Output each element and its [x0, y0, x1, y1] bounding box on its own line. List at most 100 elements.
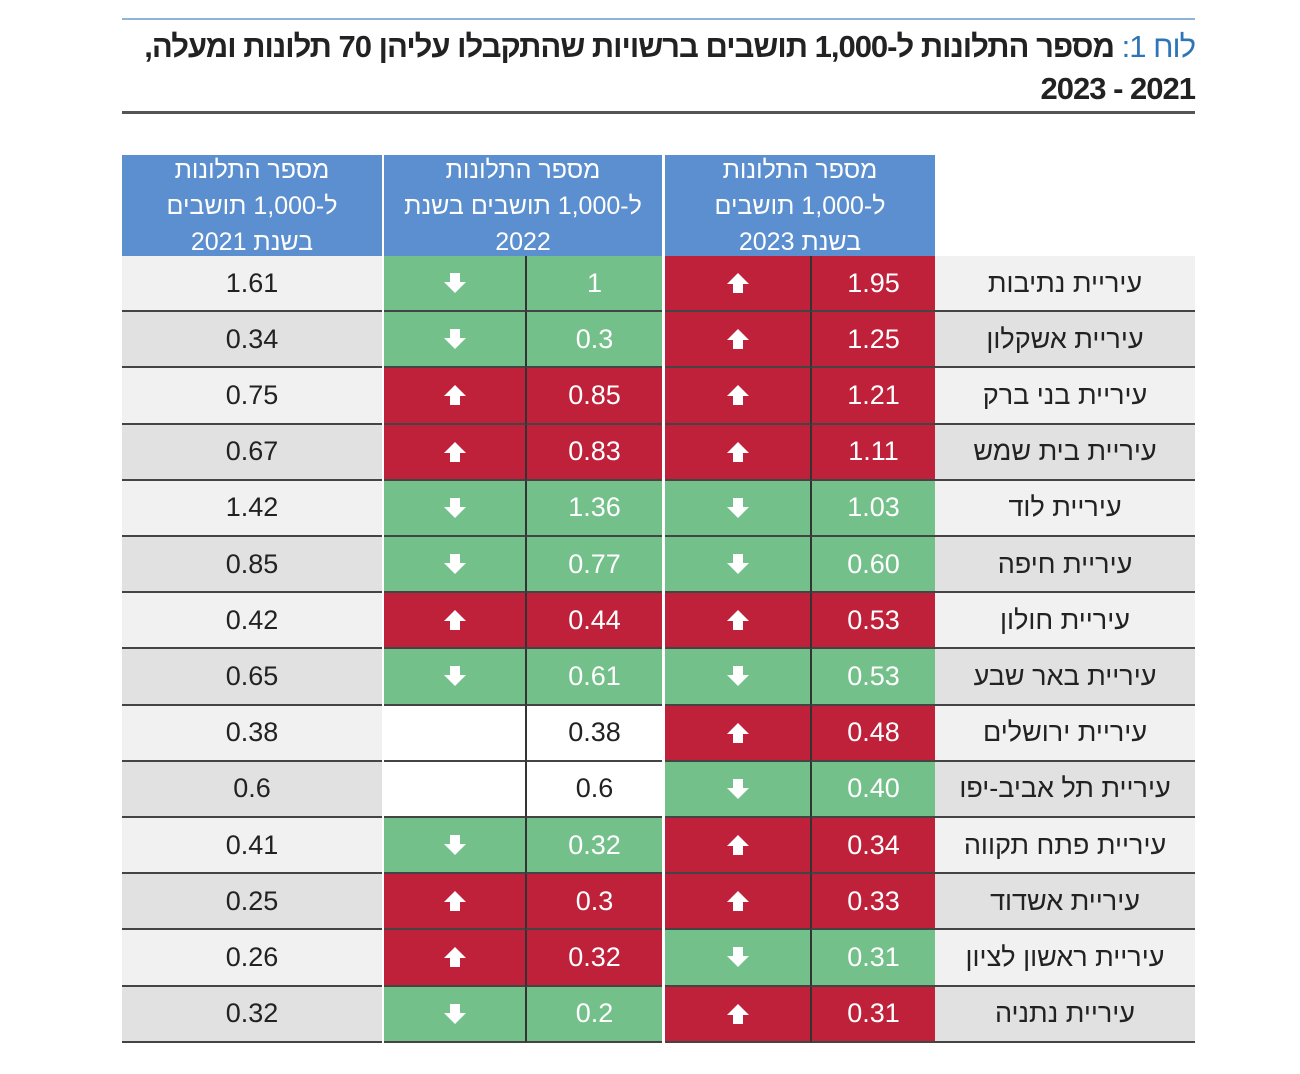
value-2023: 0.33 [810, 874, 935, 931]
value-2023: 0.31 [810, 986, 935, 1043]
value-2023: 0.31 [810, 930, 935, 987]
trend-arrow [443, 610, 466, 631]
trend [665, 761, 810, 818]
value-2022: 0.3 [525, 312, 662, 369]
value-2023: 0.34 [810, 818, 935, 875]
trend [665, 312, 810, 369]
trend-arrow [443, 273, 466, 294]
trend [384, 705, 525, 762]
row-name: עיריית אשדוד [935, 874, 1195, 931]
trend [384, 424, 525, 481]
trend-arrow [726, 835, 749, 856]
value-2023: 0.53 [810, 649, 935, 706]
column-header: מספר התלונות ל-1,000 תושבים בשנת 2022 [384, 155, 662, 256]
value-2023: 0.53 [810, 593, 935, 650]
trend-arrow [726, 329, 749, 350]
value-2021: 0.67 [122, 424, 382, 481]
trend-arrow [726, 610, 749, 631]
value-2022: 0.61 [525, 649, 662, 706]
trend [665, 818, 810, 875]
trend-arrow [726, 947, 749, 968]
row-name: עיריית חולון [935, 593, 1195, 650]
value-2021: 0.32 [122, 986, 382, 1043]
title-text: מספר התלונות ל-1,000 תושבים ברשויות שהתק… [144, 29, 1196, 106]
value-2023: 0.40 [810, 761, 935, 818]
value-2023: 0.48 [810, 705, 935, 762]
row-name: עיריית ראשון לציון [935, 930, 1195, 987]
trend-arrow [726, 441, 749, 462]
value-2021: 0.41 [122, 818, 382, 875]
trend [384, 593, 525, 650]
trend-arrow [443, 891, 466, 912]
value-2021: 0.65 [122, 649, 382, 706]
value-2023: 1.11 [810, 424, 935, 481]
trend-arrow [726, 778, 749, 799]
row-name: עיריית נתיבות [935, 256, 1195, 313]
value-2022: 1 [525, 256, 662, 313]
trend-arrow [726, 1003, 749, 1024]
column-header: מספר התלונות ל-1,000 תושבים בשנת 2021 [122, 155, 382, 256]
value-2021: 0.26 [122, 930, 382, 987]
title: לוח 1: מספר התלונות ל-1,000 תושבים ברשוי… [122, 18, 1196, 114]
trend-arrow [443, 666, 466, 687]
value-2021: 0.75 [122, 368, 382, 425]
trend [665, 986, 810, 1043]
row-name: עיריית תל אביב-יפו [935, 761, 1195, 818]
column-header: מספר התלונות ל-1,000 תושבים בשנת 2023 [665, 155, 935, 256]
trend [665, 256, 810, 313]
value-2022: 0.2 [525, 986, 662, 1043]
row-name: עיריית ירושלים [935, 705, 1195, 762]
trend [384, 649, 525, 706]
trend [384, 930, 525, 987]
trend-arrow [443, 835, 466, 856]
trend [665, 424, 810, 481]
value-2021: 0.42 [122, 593, 382, 650]
trend [665, 593, 810, 650]
trend-arrow [726, 891, 749, 912]
trend [665, 537, 810, 594]
row-name: עיריית בני ברק [935, 368, 1195, 425]
value-2022: 1.36 [525, 480, 662, 537]
trend-arrow [443, 554, 466, 575]
title-label: לוח 1: [1121, 29, 1196, 64]
trend [384, 818, 525, 875]
row-name: עיריית אשקלון [935, 312, 1195, 369]
value-2021: 0.34 [122, 312, 382, 369]
trend [665, 930, 810, 987]
trend [665, 480, 810, 537]
row-name: עיריית לוד [935, 480, 1195, 537]
row-name: עיריית נתניה [935, 986, 1195, 1043]
trend [384, 312, 525, 369]
row-name: עיריית בית שמש [935, 424, 1195, 481]
value-2023: 0.60 [810, 537, 935, 594]
value-2022: 0.38 [525, 705, 662, 762]
trend [665, 368, 810, 425]
trend-arrow [443, 1003, 466, 1024]
trend-arrow [726, 497, 749, 518]
value-2023: 1.25 [810, 312, 935, 369]
value-2021: 0.6 [122, 761, 382, 818]
value-2022: 0.85 [525, 368, 662, 425]
trend-arrow [726, 666, 749, 687]
value-2022: 0.44 [525, 593, 662, 650]
trend [384, 761, 525, 818]
trend-arrow [443, 441, 466, 462]
value-2022: 0.77 [525, 537, 662, 594]
value-2022: 0.32 [525, 930, 662, 987]
row-name: עיריית חיפה [935, 537, 1195, 594]
trend-arrow [443, 385, 466, 406]
row-name: עיריית פתח תקווה [935, 818, 1195, 875]
trend-arrow [726, 385, 749, 406]
trend [384, 986, 525, 1043]
trend [384, 874, 525, 931]
value-2022: 0.6 [525, 761, 662, 818]
value-2021: 0.25 [122, 874, 382, 931]
row-name: עיריית באר שבע [935, 649, 1195, 706]
value-2023: 1.03 [810, 480, 935, 537]
value-2021: 1.42 [122, 480, 382, 537]
trend [384, 256, 525, 313]
value-2023: 1.95 [810, 256, 935, 313]
trend [384, 537, 525, 594]
value-2022: 0.32 [525, 818, 662, 875]
